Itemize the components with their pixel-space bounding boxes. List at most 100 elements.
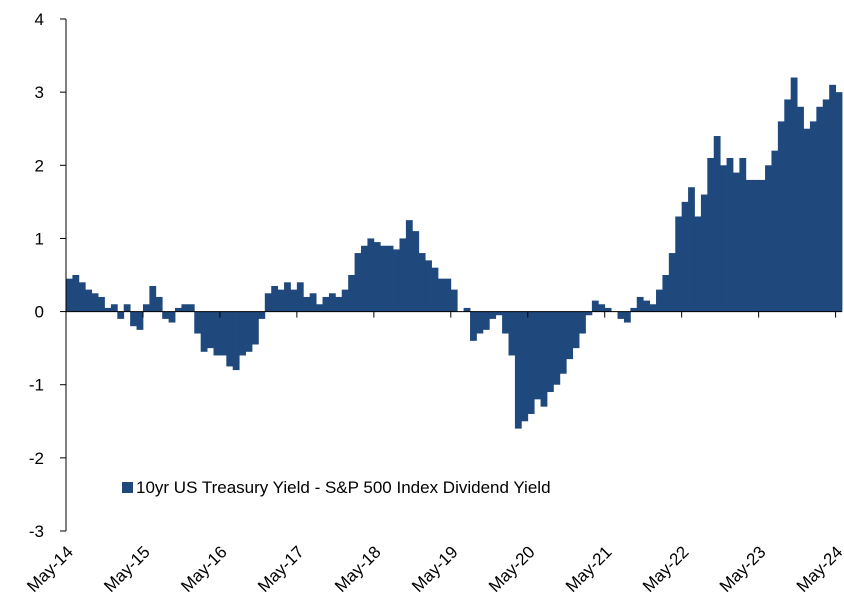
bar — [630, 307, 638, 312]
x-tick-label: May-16 — [177, 542, 231, 596]
bar — [559, 311, 567, 374]
bar — [656, 289, 663, 312]
bar — [277, 289, 285, 312]
bar — [540, 311, 548, 407]
bar — [226, 311, 234, 367]
bar — [604, 307, 612, 312]
x-tick-label: May-19 — [408, 542, 462, 596]
bar — [162, 311, 170, 319]
bar — [361, 245, 368, 312]
bar — [380, 245, 388, 312]
bar — [348, 275, 355, 312]
bar — [489, 311, 497, 319]
bar — [175, 307, 182, 312]
bar — [367, 238, 375, 312]
bar — [643, 300, 651, 312]
bar — [373, 242, 381, 312]
bar — [66, 278, 73, 312]
x-tick-label: May-17 — [254, 542, 308, 596]
bar — [207, 311, 214, 349]
y-tick-label: -2 — [29, 449, 44, 468]
bar — [617, 311, 625, 319]
bar — [579, 311, 586, 334]
bar — [431, 267, 439, 312]
bar — [829, 84, 836, 312]
y-tick-label: 0 — [35, 303, 44, 322]
bar — [194, 311, 202, 334]
bar — [425, 260, 432, 312]
bar — [790, 77, 798, 312]
bar — [386, 245, 394, 312]
legend-swatch — [122, 482, 133, 493]
bar — [809, 121, 817, 312]
bar — [623, 311, 631, 323]
bar — [251, 311, 259, 345]
bar — [694, 216, 702, 312]
bar — [72, 275, 80, 312]
bar — [239, 311, 246, 356]
bar — [264, 293, 272, 312]
bar — [668, 253, 676, 312]
bar — [290, 289, 298, 312]
bar — [777, 121, 785, 312]
bar — [181, 304, 189, 312]
bar — [527, 311, 535, 414]
bar — [495, 311, 503, 316]
x-tick-label: May-24 — [793, 542, 844, 596]
bar — [142, 304, 150, 312]
bar — [245, 311, 253, 352]
y-tick-label: 3 — [35, 83, 44, 102]
bar — [450, 289, 458, 312]
bar — [78, 282, 86, 312]
bar — [117, 311, 125, 319]
bar — [444, 278, 452, 312]
legend-label: 10yr US Treasury Yield - S&P 500 Index D… — [136, 478, 551, 497]
bar — [476, 311, 484, 334]
y-tick-label: 2 — [35, 156, 44, 175]
bar — [104, 307, 112, 312]
x-tick-label: May-14 — [23, 542, 77, 596]
bar — [546, 311, 554, 393]
bar — [354, 253, 362, 312]
y-tick-label: -3 — [29, 522, 44, 541]
bar — [688, 187, 695, 312]
bar — [534, 311, 541, 400]
bar — [707, 157, 715, 312]
bar — [341, 289, 349, 312]
bar — [598, 304, 606, 312]
x-tick-label: May-22 — [639, 542, 693, 596]
x-tick-label: May-20 — [485, 542, 539, 596]
bar — [123, 304, 131, 312]
bar — [700, 194, 708, 312]
bar — [258, 311, 266, 319]
bar — [437, 278, 445, 312]
x-tick-label: May-23 — [716, 542, 770, 596]
bar — [752, 179, 760, 312]
bar — [136, 311, 144, 330]
x-tick-label: May-21 — [562, 542, 616, 596]
bar — [482, 311, 490, 330]
bar — [296, 282, 304, 312]
bar — [271, 285, 279, 312]
bar — [816, 106, 824, 312]
y-tick-label: 1 — [35, 229, 44, 248]
bar — [335, 296, 343, 312]
bar — [675, 216, 683, 312]
bar — [835, 92, 843, 312]
bar — [187, 304, 195, 312]
bar — [662, 275, 670, 312]
bar — [553, 311, 561, 385]
bar — [636, 296, 644, 312]
y-tick-label: -1 — [29, 376, 44, 395]
bar — [328, 293, 336, 312]
bar — [98, 296, 105, 312]
bar — [219, 311, 227, 356]
bar — [309, 293, 317, 312]
bar — [803, 128, 811, 312]
bar — [284, 282, 291, 312]
bar — [316, 304, 323, 312]
bar — [521, 311, 529, 422]
bar — [213, 311, 221, 356]
bar — [168, 311, 176, 323]
bar — [732, 172, 740, 312]
